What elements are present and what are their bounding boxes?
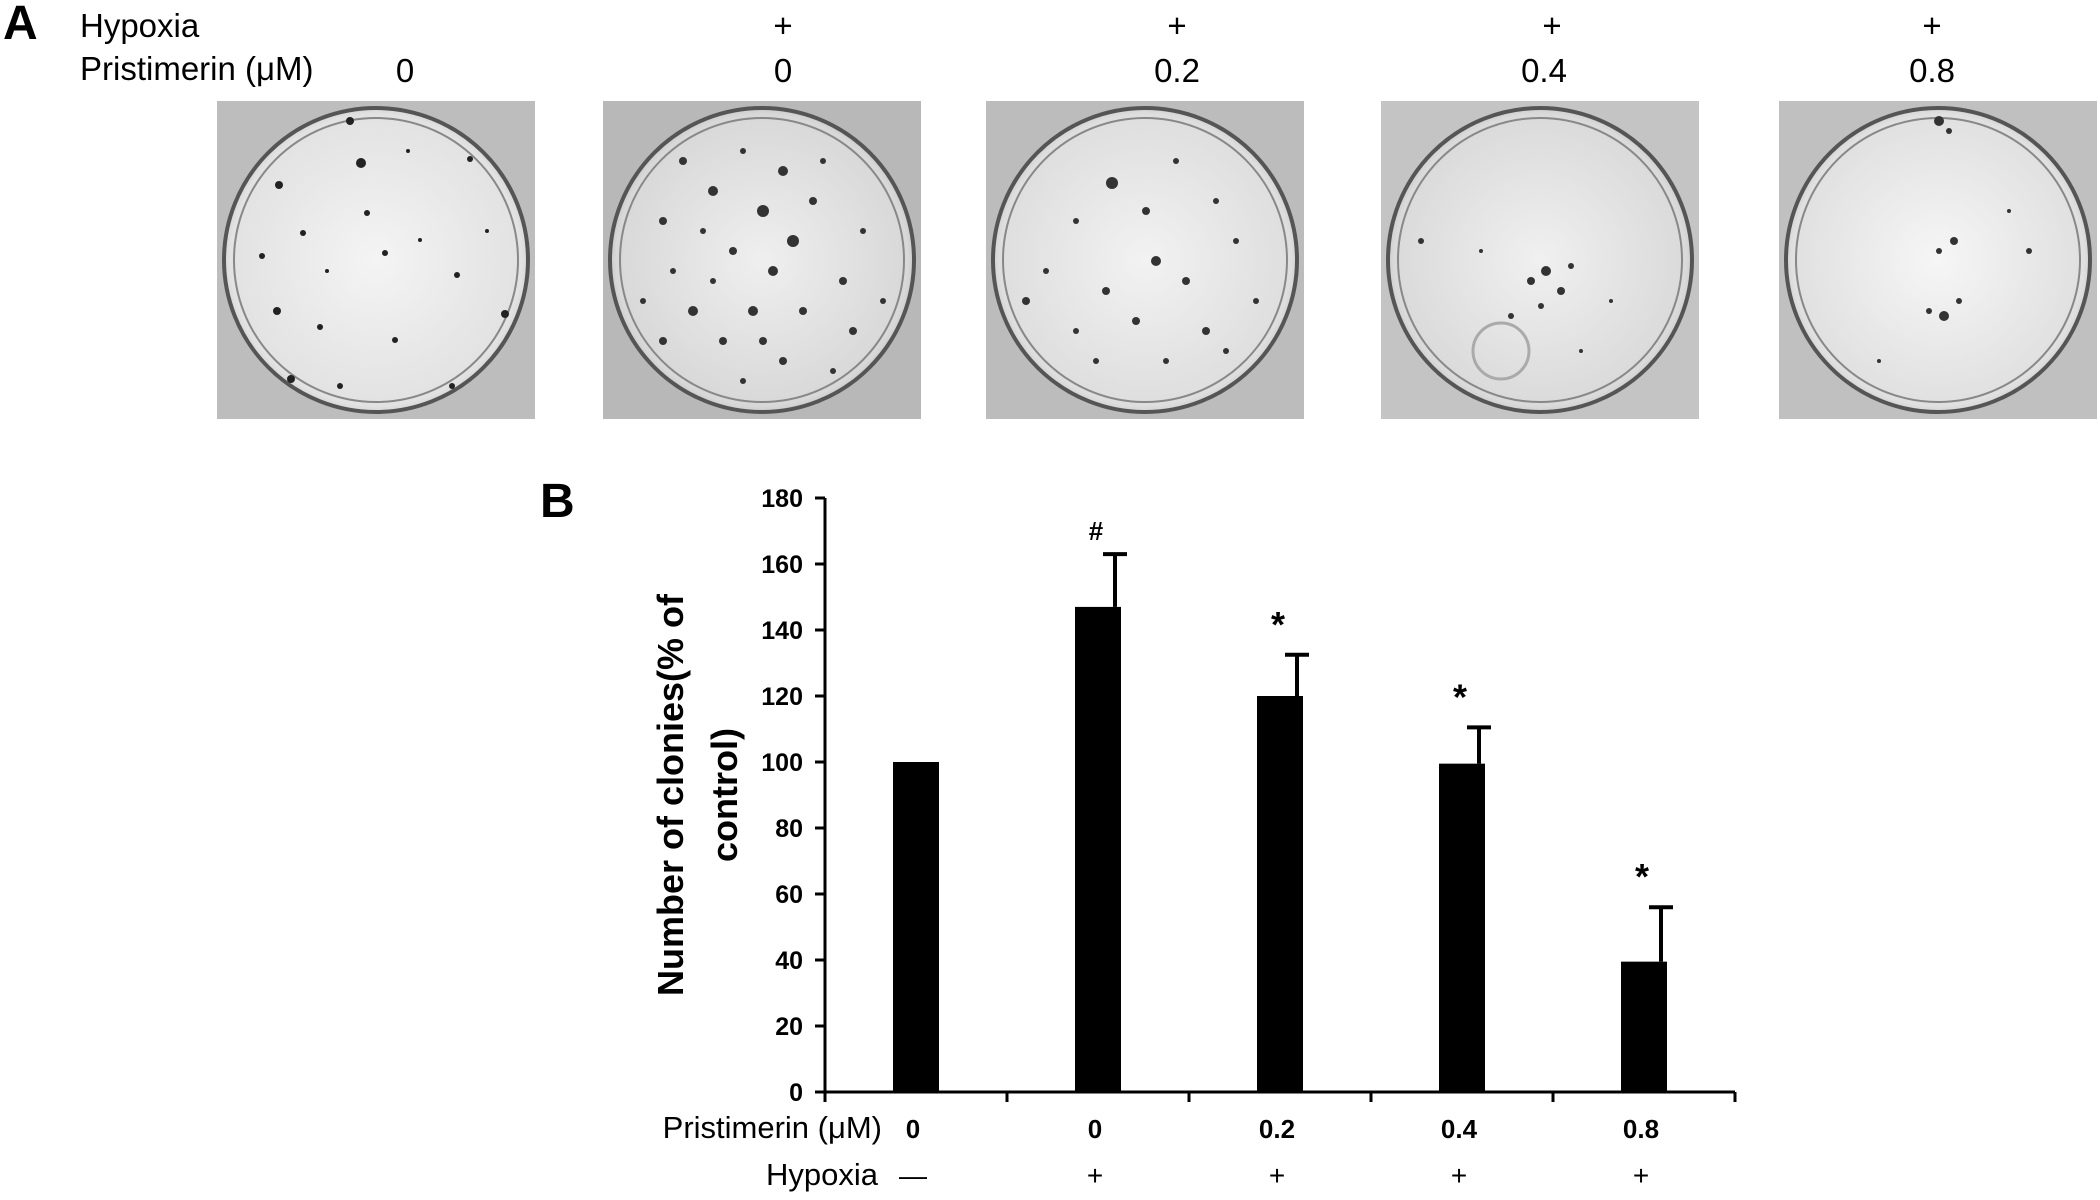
pristimerin-value-3: 0.4 <box>1521 52 1567 89</box>
y-axis-label-line2: control) <box>704 728 745 862</box>
pristimerin-row-label: Pristimerin (μM) <box>80 50 314 87</box>
pristimerin-row-label: Pristimerin (μM) <box>663 1110 882 1145</box>
x-row-labels: Pristimerin (μM) Hypoxia 0 — 0 +0.2 +0.4 +0.8 + <box>663 1110 1659 1192</box>
hypoxia-value: + <box>1633 1160 1649 1191</box>
petri-dish-photo-1 <box>603 101 921 419</box>
y-tick-label: 60 <box>775 881 803 909</box>
y-tick-label: 40 <box>775 947 803 975</box>
bar <box>893 762 939 1092</box>
y-tick-label: 120 <box>761 683 803 711</box>
y-axis-label-line1: Number of clonies(% of <box>650 593 691 996</box>
y-tick-label: 0 <box>789 1079 803 1107</box>
y-axis-label: Number of clonies(% of control) <box>650 593 745 996</box>
hypoxia-value: + <box>1087 1160 1103 1191</box>
y-tick-label: 180 <box>761 485 803 513</box>
x-category-label: 0.2 <box>1259 1114 1295 1144</box>
pristimerin-value-0: 0 <box>395 52 415 89</box>
x-category-label: 0 <box>906 1114 920 1144</box>
panel-b-letter: B <box>540 475 575 528</box>
hypoxia-value-2: + <box>1167 7 1187 44</box>
y-axis: 0 20 40 60 80 100 120 140 160 180 <box>761 485 827 1107</box>
bar <box>1257 696 1303 1092</box>
hypoxia-value: + <box>1269 1160 1285 1191</box>
significance-marker: * <box>1271 604 1285 645</box>
pristimerin-value-1: 0 <box>773 52 793 89</box>
hypoxia-value: — <box>899 1160 927 1191</box>
x-axis <box>823 1090 1737 1102</box>
bars: # * * * <box>893 516 1673 1092</box>
hypoxia-row-label: Hypoxia <box>766 1157 879 1192</box>
significance-marker: * <box>1453 676 1467 717</box>
x-category-label: 0.4 <box>1441 1114 1478 1144</box>
y-tick-label: 160 <box>761 551 803 579</box>
bar <box>1439 763 1485 1092</box>
significance-marker: * <box>1635 856 1649 897</box>
bar <box>1075 606 1121 1092</box>
significance-marker: # <box>1089 516 1104 546</box>
hypoxia-value-3: + <box>1542 7 1562 44</box>
petri-dish-photo-4 <box>1779 101 2097 419</box>
hypoxia-value: + <box>1451 1160 1467 1191</box>
hypoxia-row-label: Hypoxia <box>80 7 200 44</box>
x-category-label: 0.8 <box>1623 1114 1659 1144</box>
pristimerin-value-2: 0.2 <box>1154 52 1200 89</box>
petri-dish-photo-0 <box>217 101 535 419</box>
y-tick-label: 140 <box>761 617 803 645</box>
petri-dish-photo-3 <box>1381 101 1699 419</box>
pristimerin-value-4: 0.8 <box>1909 52 1955 89</box>
bar <box>1621 961 1667 1092</box>
petri-dish-photo-2 <box>986 101 1304 419</box>
x-category-label: 0 <box>1088 1114 1102 1144</box>
panel-a-letter: A <box>3 0 38 50</box>
hypoxia-value-4: + <box>1922 7 1942 44</box>
y-tick-label: 80 <box>775 815 803 843</box>
hypoxia-value-1: + <box>773 7 793 44</box>
y-tick-label: 20 <box>775 1013 803 1041</box>
y-tick-label: 100 <box>761 749 803 777</box>
